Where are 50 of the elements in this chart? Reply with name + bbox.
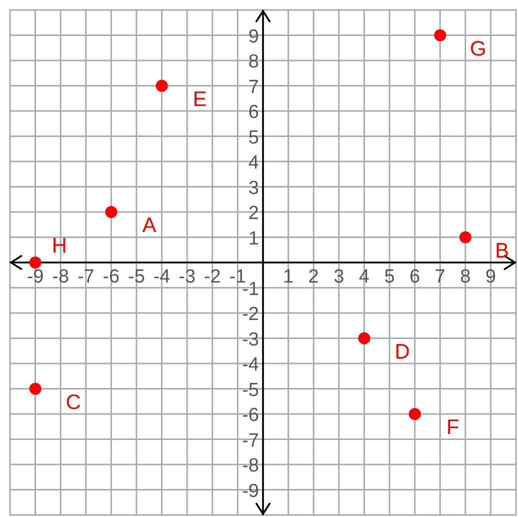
annotation: G	[470, 37, 486, 60]
x-tick-label: 7	[434, 266, 446, 288]
x-tick-label: 5	[384, 266, 395, 288]
annotation: A	[142, 214, 156, 237]
x-tick-label: 3	[334, 266, 344, 288]
annotation: B	[494, 239, 510, 262]
y-tick-label: 9	[248, 26, 259, 48]
y-tick-label: -9	[242, 480, 259, 502]
point	[29, 256, 42, 268]
x-tick-label: -6	[102, 266, 120, 288]
y-tick-label: -3	[242, 329, 259, 350]
y-tick-label: 2	[248, 203, 259, 224]
x-tick-label: 2	[308, 266, 319, 288]
x-tick-label: -5	[128, 266, 145, 288]
y-tick-label: -5	[242, 380, 259, 401]
x-tick-label: 1	[283, 266, 294, 288]
point	[434, 29, 446, 42]
point	[156, 80, 168, 92]
x-tick-label: -4	[153, 266, 171, 288]
point	[459, 231, 472, 244]
x-tick-label: 4	[358, 266, 370, 288]
y-tick-label: 6	[248, 102, 259, 123]
y-tick-label: 4	[248, 152, 260, 174]
annotation: H	[52, 234, 67, 258]
x-tick-label: -3	[178, 266, 196, 288]
x-tick-label: 9	[485, 266, 496, 288]
y-tick-label: -4	[242, 354, 260, 376]
y-tick-label: 3	[248, 178, 259, 199]
annotation: E	[192, 88, 207, 111]
y-tick-label: 1	[248, 228, 259, 250]
x-tick-label: 8	[460, 266, 471, 288]
y-tick-label: -8	[242, 456, 259, 476]
x-tick-label: -2	[204, 266, 221, 288]
y-tick-label: -6	[242, 405, 259, 426]
annotation: D	[394, 340, 410, 364]
x-tick-label: -8	[52, 266, 70, 288]
point	[358, 332, 370, 344]
y-tick-label: 5	[248, 127, 259, 148]
x-tick-label: 6	[410, 266, 420, 288]
y-tick-label: -2	[242, 304, 259, 325]
annotation: F	[446, 416, 460, 439]
y-tick-label: 7	[248, 76, 259, 98]
y-tick-label: -7	[242, 430, 259, 452]
point	[105, 206, 118, 218]
point	[29, 382, 42, 395]
y-tick-label: 8	[248, 52, 259, 72]
x-tick-label: -9	[26, 266, 44, 288]
annotation: C	[66, 390, 81, 414]
x-tick-label: -7	[77, 266, 94, 288]
point	[408, 408, 421, 420]
